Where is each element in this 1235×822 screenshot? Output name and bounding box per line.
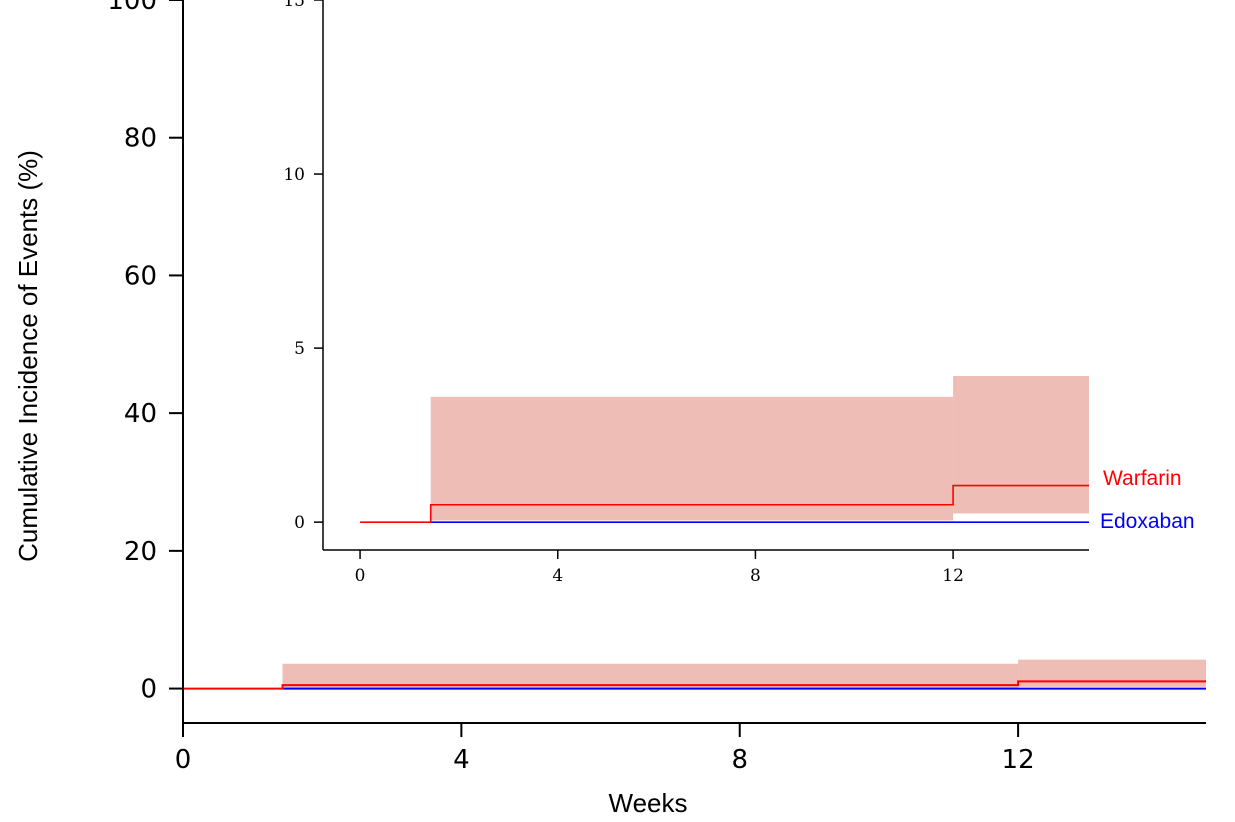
main-y-ticks: 0 20 40 60 80 100 [107,0,183,705]
y-axis-title: Cumulative Incidence of Events (%) [13,150,43,562]
main-x-tick-label-8: 8 [731,745,748,775]
main-y-tick-label-20: 20 [124,537,157,567]
main-x-tick-label-4: 4 [453,745,470,775]
x-axis-title: Weeks [609,788,688,818]
inset-confidence-bands [430,375,1089,521]
inset-y-tick-label-15: 15 [283,0,305,11]
inset-y-ticks: 0 5 10 15 [283,0,323,533]
inset-line-warfarin [360,484,1089,523]
main-x-tick-label-0: 0 [175,745,192,775]
main-x-tick-label-12: 12 [1002,745,1035,775]
inset-ci-band-warfarin-0 [430,396,954,521]
main-y-tick-label-40: 40 [124,399,157,429]
main-y-tick-label-0: 0 [140,675,157,705]
inset-panel: 0 4 8 12 0 5 10 15 Warfarin Edoxaban [283,0,1195,586]
inset-ci-band-warfarin-1 [953,375,1089,514]
main-y-tick-label-80: 80 [124,124,157,154]
legend-edoxaban: Edoxaban [1100,510,1195,533]
inset-y-tick-label-0: 0 [294,513,305,533]
inset-x-tick-label-8: 8 [750,566,761,586]
inset-y-tick-label-5: 5 [294,339,305,359]
main-ci-band-warfarin-1 [1018,659,1206,687]
inset-x-tick-label-12: 12 [942,566,964,586]
inset-x-tick-label-0: 0 [355,566,366,586]
main-line-warfarin [183,680,1206,690]
main-x-ticks: 0 4 8 12 [175,723,1035,775]
legend-warfarin: Warfarin [1103,467,1182,490]
main-confidence-bands [282,659,1206,689]
main-y-tick-label-60: 60 [124,261,157,291]
main-series-lines [183,680,1206,690]
legend: Warfarin Edoxaban [1100,467,1195,533]
main-y-tick-label-100: 100 [107,0,157,16]
inset-series-lines [360,484,1089,523]
inset-x-ticks: 0 4 8 12 [355,550,964,586]
inset-y-tick-label-10: 10 [283,165,305,185]
inset-x-tick-label-4: 4 [552,566,563,586]
